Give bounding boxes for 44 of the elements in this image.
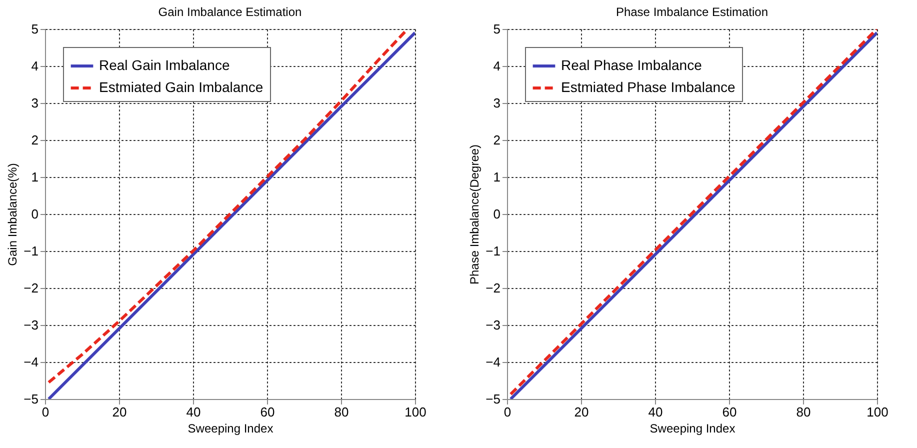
y-tick-label: 5 (31, 22, 38, 36)
y-tick-label: −2 (486, 280, 500, 296)
y-tick-label: 2 (493, 132, 500, 148)
x-tick-label: 40 (648, 404, 663, 420)
y-tick-label: −5 (486, 392, 500, 406)
y-tick-label: 1 (31, 170, 38, 184)
x-tick-label: 20 (112, 404, 127, 420)
chart-title: Gain Imbalance Estimation (158, 5, 302, 19)
y-tick-label: 3 (31, 96, 38, 110)
x-tick-label: 0 (504, 404, 512, 420)
x-tick-label: 100 (866, 404, 888, 420)
chart-title: Phase Imbalance Estimation (616, 5, 768, 19)
y-tick-label: −5 (24, 392, 38, 406)
y-axis-title: Gain Imbalance(%) (6, 163, 20, 266)
x-tick-label: 0 (42, 404, 50, 420)
x-tick-label: 100 (404, 404, 426, 420)
x-tick-label: 80 (334, 404, 349, 420)
y-tick-label: −1 (24, 244, 38, 258)
y-tick-label: −3 (24, 318, 38, 332)
legend-label: Estmiated Gain Imbalance (99, 79, 264, 95)
x-axis-title: Sweeping Index (188, 422, 274, 436)
y-tick-label: 1 (493, 170, 500, 184)
x-axis-title: Sweeping Index (650, 422, 736, 436)
x-tick-label: 80 (796, 404, 811, 420)
y-tick-label: −1 (486, 244, 500, 258)
y-tick-label: −2 (24, 280, 38, 296)
x-tick-label: 60 (722, 404, 737, 420)
y-tick-label: 0 (31, 206, 38, 222)
y-tick-label: 3 (493, 96, 500, 110)
x-tick-label: 60 (260, 404, 275, 420)
legend-label: Estmiated Phase Imbalance (561, 79, 736, 95)
y-tick-label: −4 (486, 354, 500, 370)
y-tick-label: −4 (24, 354, 38, 370)
y-tick-label: 4 (31, 58, 38, 74)
y-axis-title: Phase Imbalance(Degree) (468, 144, 482, 285)
y-tick-label: 4 (493, 58, 500, 74)
legend-label: Real Phase Imbalance (561, 57, 702, 73)
x-tick-label: 40 (186, 404, 201, 420)
y-tick-label: 0 (493, 206, 500, 222)
y-tick-label: 5 (493, 22, 500, 36)
y-tick-label: −3 (486, 318, 500, 332)
x-tick-label: 20 (574, 404, 589, 420)
y-tick-label: 2 (31, 132, 38, 148)
legend-label: Real Gain Imbalance (99, 57, 230, 73)
